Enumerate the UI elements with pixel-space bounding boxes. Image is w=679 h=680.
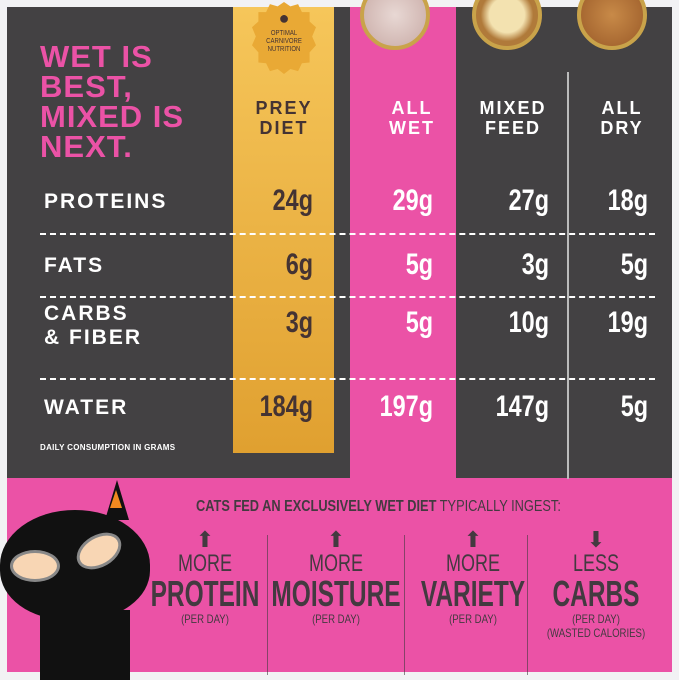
cell-value: 24g xyxy=(272,184,313,217)
benefit-qualifier: MORE xyxy=(446,550,500,577)
column-header-mixed: MIXED FEED xyxy=(479,98,547,138)
column-header-wet: ALL WET xyxy=(389,98,435,138)
prey-diet-column xyxy=(233,7,334,453)
cell-value: 19g xyxy=(607,306,648,339)
arrow-up-icon: ⬆ xyxy=(463,527,483,552)
benefit-item: ⬇ LESS CARBS (PER DAY) (WASTED CALORIES) xyxy=(531,527,661,641)
all-wet-column xyxy=(350,7,456,479)
badge-line: NUTRITION xyxy=(267,44,301,53)
cell-value: 147g xyxy=(495,390,549,423)
cell-value: 27g xyxy=(508,184,549,217)
row-label: WATER xyxy=(44,396,129,419)
benefit-qualifier: MORE xyxy=(178,550,232,577)
arrow-up-icon: ⬆ xyxy=(195,527,215,552)
cell-value: 5g xyxy=(620,248,648,281)
row-divider xyxy=(40,296,655,298)
mouse-icon: ● xyxy=(278,8,290,28)
benefit-title: PROTEIN xyxy=(150,573,260,614)
benefit-separator xyxy=(404,535,405,675)
benefit-item: ⬆ MORE VARIETY (PER DAY) xyxy=(408,527,538,627)
benefit-sub: (PER DAY) xyxy=(449,612,497,626)
badge-line: CARNIVORE xyxy=(266,36,302,45)
cell-value: 5g xyxy=(405,306,433,339)
cell-value: 10g xyxy=(508,306,549,339)
arrow-down-icon: ⬇ xyxy=(586,527,606,552)
benefit-separator xyxy=(267,535,268,675)
cell-value: 6g xyxy=(285,248,313,281)
cell-value: 5g xyxy=(405,248,433,281)
optimal-nutrition-badge: ● OPTIMAL CARNIVORE NUTRITION xyxy=(252,2,316,74)
cat-illustration xyxy=(0,480,150,680)
cell-value: 3g xyxy=(521,248,549,281)
benefit-sub: (PER DAY) xyxy=(572,612,620,626)
benefits-tagline: CATS FED AN EXCLUSIVELY WET DIET TYPICAL… xyxy=(196,498,561,515)
benefit-qualifier: MORE xyxy=(309,550,363,577)
benefit-sub: (PER DAY) xyxy=(181,612,229,626)
chart-background xyxy=(7,7,672,479)
row-label: PROTEINS xyxy=(44,190,168,213)
cell-value: 18g xyxy=(607,184,648,217)
column-header-prey: PREY DIET xyxy=(255,98,313,138)
benefit-sub2: (WASTED CALORIES) xyxy=(546,626,646,640)
benefit-sub: (PER DAY) xyxy=(312,612,360,626)
benefit-qualifier: LESS xyxy=(572,550,620,577)
benefit-title: VARIETY xyxy=(420,573,526,614)
cell-value: 197g xyxy=(379,390,433,423)
row-label: CARBS & FIBER xyxy=(44,302,142,349)
benefit-title: CARBS xyxy=(552,573,640,614)
benefit-separator xyxy=(527,535,528,675)
column-header-dry: ALL DRY xyxy=(600,98,644,138)
benefit-title: MOISTURE xyxy=(271,573,401,614)
row-label: FATS xyxy=(44,254,105,277)
cell-value: 184g xyxy=(259,390,313,423)
row-divider xyxy=(40,233,655,235)
column-divider xyxy=(567,72,569,479)
arrow-up-icon: ⬆ xyxy=(326,527,346,552)
benefit-item: ⬆ MORE MOISTURE (PER DAY) xyxy=(271,527,401,627)
cell-value: 29g xyxy=(392,184,433,217)
cell-value: 3g xyxy=(285,306,313,339)
badge-line: OPTIMAL xyxy=(270,28,298,37)
cell-value: 5g xyxy=(620,390,648,423)
row-divider xyxy=(40,378,655,380)
units-note: DAILY CONSUMPTION IN GRAMS xyxy=(40,443,176,452)
benefit-item: ⬆ MORE PROTEIN (PER DAY) xyxy=(140,527,270,627)
headline: WET IS BEST, MIXED IS NEXT. xyxy=(40,39,185,164)
